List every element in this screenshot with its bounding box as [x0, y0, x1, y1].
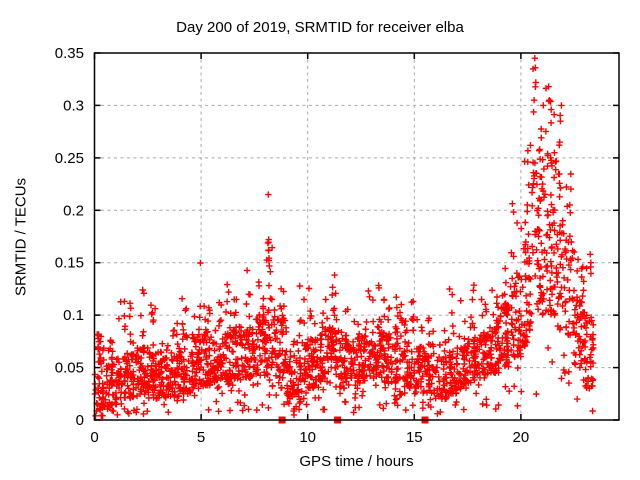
plot-border [93, 52, 620, 421]
y-tick-label: 0.3 [63, 97, 84, 114]
y-tick-label: 0.25 [55, 150, 84, 167]
y-tick-label: 0.35 [55, 45, 84, 62]
x-tick-label: 20 [513, 429, 530, 446]
x-tick-label: 15 [406, 429, 423, 446]
chart-title: Day 200 of 2019, SRMTID for receiver elb… [176, 19, 464, 36]
x-axis-label: GPS time / hours [299, 453, 414, 470]
y-tick-label: 0.05 [55, 360, 84, 377]
y-tick-label: 0.15 [55, 255, 84, 272]
scatter-points [91, 55, 597, 419]
y-tick-label: 0.2 [63, 202, 84, 219]
x-tick-label: 5 [197, 429, 205, 446]
y-tick-label: 0.1 [63, 307, 84, 324]
y-tick-label: 0 [76, 412, 84, 429]
x-tick-label: 10 [299, 429, 316, 446]
x-tick-label: 0 [90, 429, 98, 446]
